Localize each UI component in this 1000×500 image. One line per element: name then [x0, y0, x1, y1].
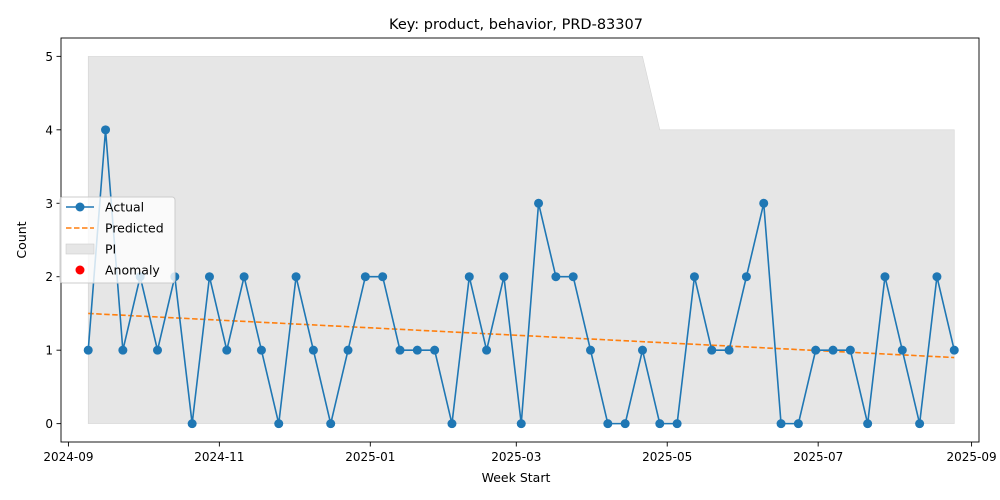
x-tick-label: 2025-05 [642, 450, 692, 464]
actual-point [153, 345, 163, 355]
x-axis-title: Week Start [482, 470, 551, 485]
actual-point [204, 272, 214, 282]
x-tick-label: 2025-01 [345, 450, 395, 464]
actual-point [222, 345, 232, 355]
actual-point [811, 345, 821, 355]
actual-point [586, 345, 596, 355]
y-tick-label: 0 [45, 417, 53, 431]
y-tick-label: 5 [45, 50, 53, 64]
actual-point [828, 345, 838, 355]
actual-point [464, 272, 474, 282]
prediction-interval-band [87, 56, 955, 424]
prediction-interval-layer [87, 56, 955, 424]
actual-point [949, 345, 959, 355]
actual-point [568, 272, 578, 282]
actual-point [741, 272, 751, 282]
actual-point [793, 419, 803, 429]
actual-point [672, 419, 682, 429]
actual-point [118, 345, 128, 355]
legend-anomaly-marker [75, 265, 85, 275]
actual-point [620, 419, 630, 429]
actual-point [256, 345, 266, 355]
actual-point [412, 345, 422, 355]
predicted-layer [88, 312, 955, 359]
legend-predicted-label: Predicted [105, 221, 164, 236]
actual-point [360, 272, 370, 282]
actual-point [551, 272, 561, 282]
actual-point [534, 198, 544, 208]
actual-point [430, 345, 440, 355]
legend-anomaly-label: Anomaly [105, 263, 160, 278]
actual-point [724, 345, 734, 355]
predicted-line [88, 312, 955, 359]
x-tick-label: 2025-07 [793, 450, 843, 464]
legend: Actual Predicted PI Anomaly [59, 196, 176, 284]
x-tick-label: 2025-09 [947, 450, 997, 464]
actual-point [637, 345, 647, 355]
actual-point [308, 345, 318, 355]
y-axis-title: Count [14, 221, 29, 258]
actual-point [759, 198, 769, 208]
actual-point [83, 345, 93, 355]
actual-point [689, 272, 699, 282]
actual-point [897, 345, 907, 355]
actual-point [482, 345, 492, 355]
legend-pi-label: PI [105, 242, 116, 257]
actual-point [863, 419, 873, 429]
actual-point [343, 345, 353, 355]
y-tick-label: 3 [45, 197, 53, 211]
actual-point [291, 272, 301, 282]
actual-point [274, 419, 284, 429]
legend-pi-swatch [65, 243, 95, 255]
actual-point [880, 272, 890, 282]
y-axis: 0 1 2 3 4 5 [45, 50, 61, 431]
actual-point [378, 272, 388, 282]
actual-point [915, 419, 925, 429]
y-tick-label: 1 [45, 344, 53, 358]
x-axis: 2024-09 2024-11 2025-01 2025-03 2025-05 2025-… [43, 442, 997, 464]
actual-point [776, 419, 786, 429]
x-tick-label: 2024-11 [194, 450, 244, 464]
y-tick-label: 2 [45, 270, 53, 284]
actual-point [187, 419, 197, 429]
actual-point [326, 419, 336, 429]
x-tick-label: 2024-09 [43, 450, 93, 464]
actual-point [932, 272, 942, 282]
actual-point [845, 345, 855, 355]
actual-point [516, 419, 526, 429]
legend-actual-label: Actual [105, 200, 144, 215]
y-tick-label: 4 [45, 123, 53, 137]
actual-point [101, 125, 111, 135]
actual-point [239, 272, 249, 282]
actual-point [395, 345, 405, 355]
actual-point [603, 419, 613, 429]
legend-actual-marker [75, 202, 85, 212]
actual-point [707, 345, 717, 355]
actual-point [447, 419, 457, 429]
actual-point [655, 419, 665, 429]
chart-title: Key: product, behavior, PRD-83307 [389, 17, 643, 33]
legend-box [59, 196, 176, 284]
actual-point [499, 272, 509, 282]
x-tick-label: 2025-03 [491, 450, 541, 464]
